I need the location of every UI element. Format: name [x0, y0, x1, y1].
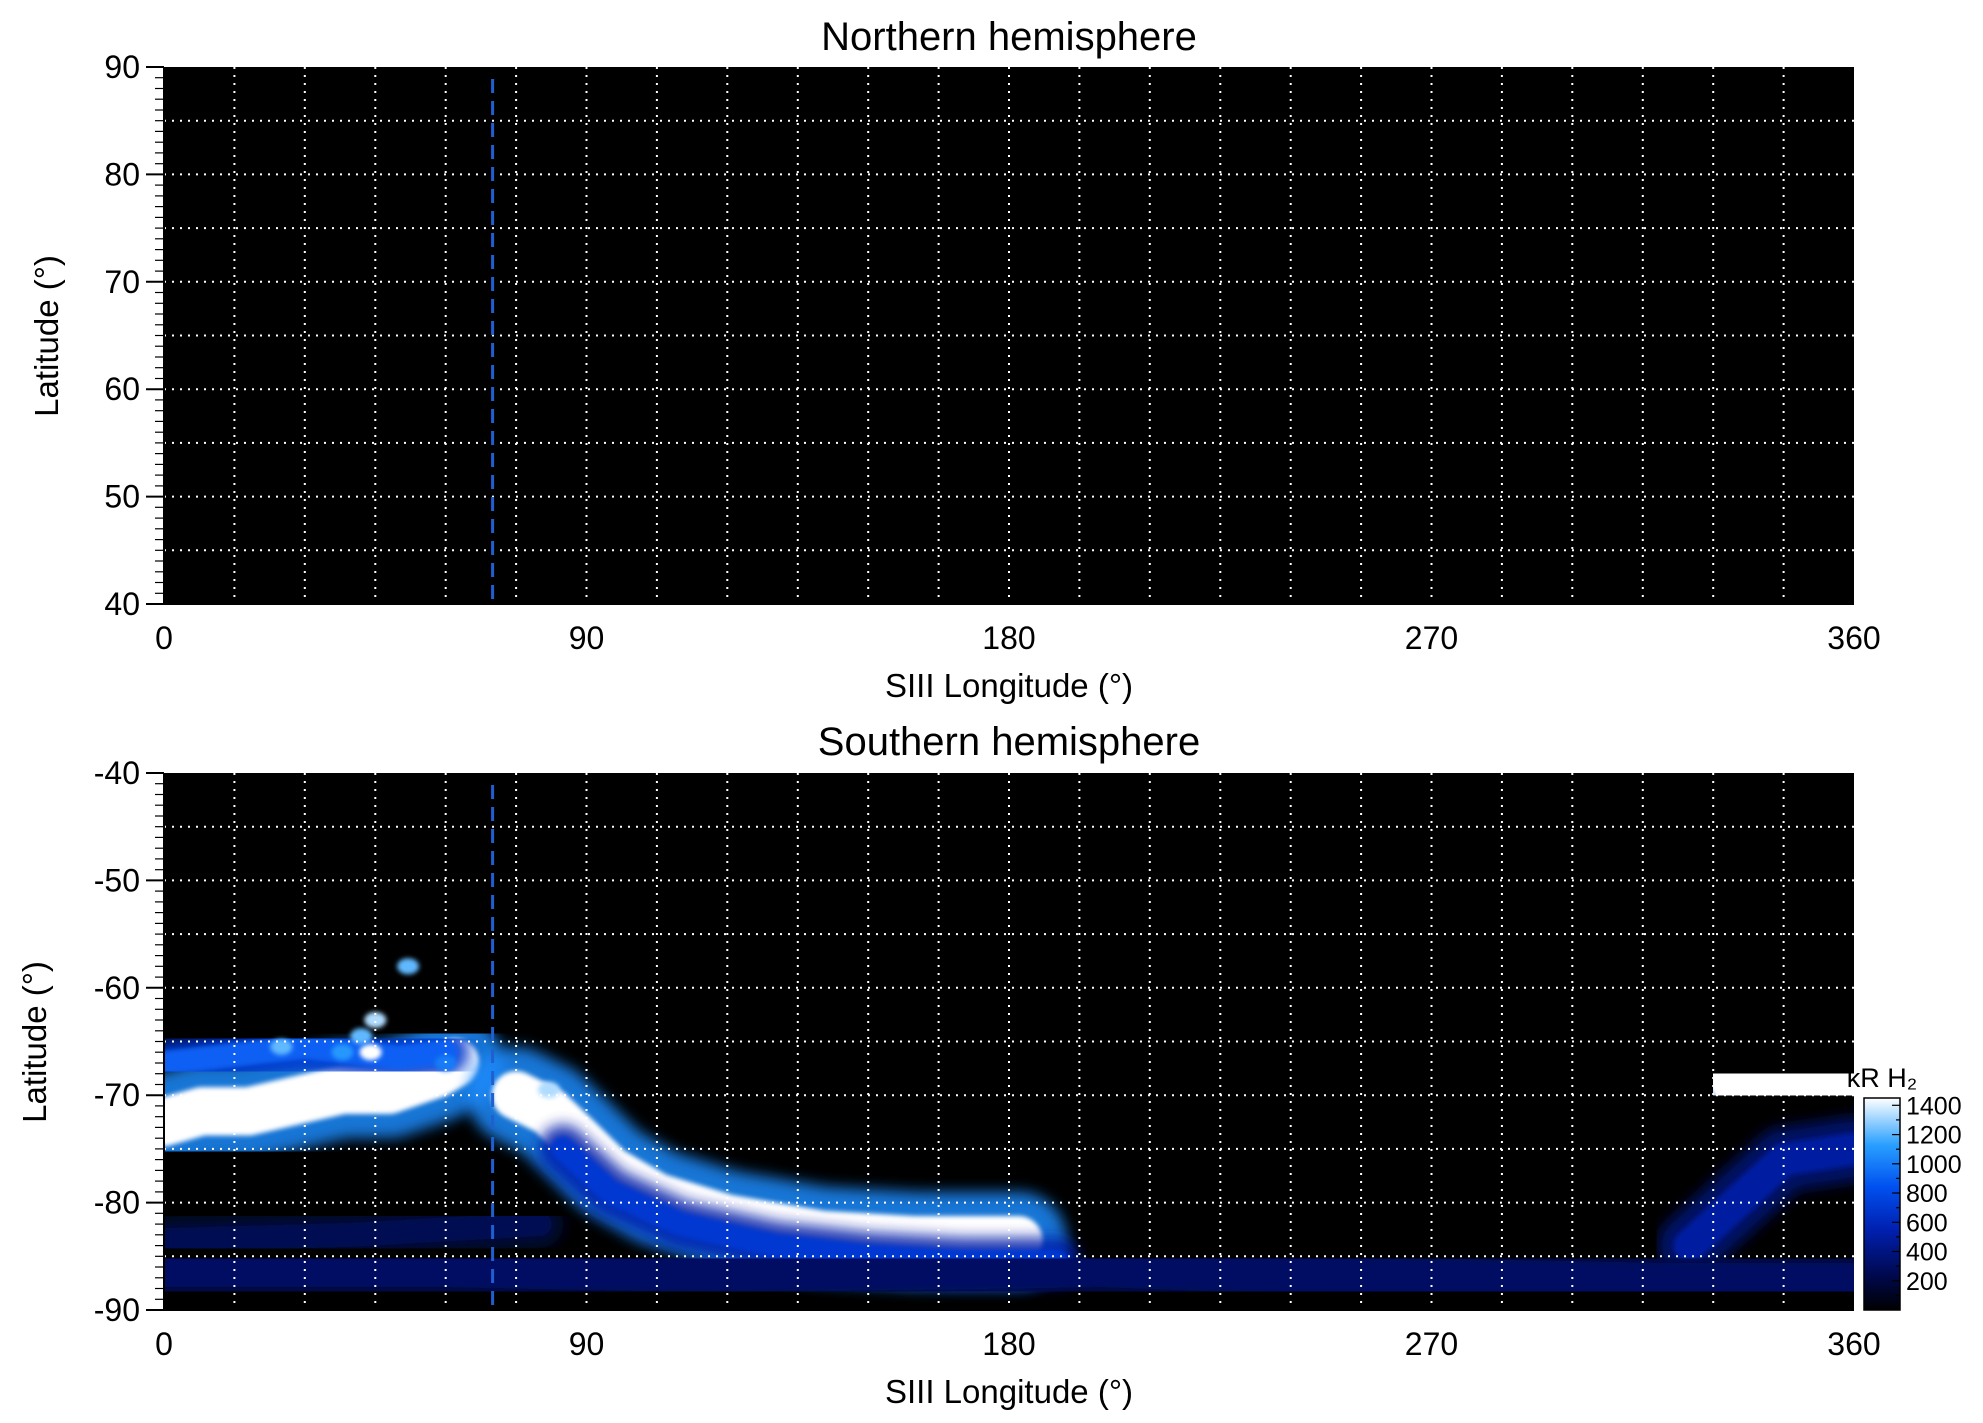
north-x-axis-label: SIII Longitude (°) [885, 667, 1133, 704]
colorbar-tick-label: 200 [1906, 1268, 1948, 1296]
north-axes: 40 50 60 70 80 90 0 90 180 270 360 [104, 49, 1880, 656]
south-auroral-emission [164, 958, 1854, 1310]
y-tick-label: 40 [104, 586, 140, 622]
y-tick-label: -40 [94, 755, 140, 791]
x-tick-label: 360 [1827, 1326, 1880, 1362]
x-tick-label: 270 [1405, 1326, 1458, 1362]
x-tick-label: 180 [982, 620, 1035, 656]
y-tick-label: -50 [94, 862, 140, 898]
y-tick-label: -90 [94, 1292, 140, 1328]
north-panel: Northern hemisphere 40 50 60 70 80 90 0 90 180 27… [28, 15, 1881, 704]
x-tick-label: 180 [982, 1326, 1035, 1362]
x-tick-label: 0 [155, 620, 173, 656]
north-title: Northern hemisphere [821, 15, 1197, 59]
south-axes: -90 -80 -70 -60 -50 -40 0 90 180 270 360 [94, 755, 1881, 1362]
y-tick-label: 90 [104, 49, 140, 85]
emission-band [1673, 1132, 1854, 1262]
south-x-axis-label: SIII Longitude (°) [885, 1373, 1133, 1410]
emission-spot [397, 958, 420, 975]
y-tick-label: 80 [104, 156, 140, 192]
colorbar-tick-label: 400 [1906, 1239, 1948, 1267]
y-tick-label: 50 [104, 479, 140, 515]
emission-band [164, 1211, 552, 1253]
north-grid [164, 67, 1854, 604]
south-grid [164, 773, 1854, 1310]
x-tick-label: 360 [1827, 620, 1880, 656]
x-tick-label: 0 [155, 1326, 173, 1362]
y-tick-label: -60 [94, 970, 140, 1006]
y-tick-label: 60 [104, 371, 140, 407]
south-panel: Southern hemisphere -90 -80 -70 -60 -50 -40 0 9… [16, 720, 1881, 1410]
emission-spot [364, 1012, 387, 1028]
emission-spot [270, 1038, 293, 1055]
colorbar-tick-label: 600 [1906, 1209, 1948, 1237]
colorbar-tick-label: 1000 [1906, 1151, 1962, 1179]
x-tick-label: 270 [1405, 620, 1458, 656]
south-title: Southern hemisphere [818, 720, 1200, 764]
emission-band [1708, 1050, 1854, 1119]
colorbar-gradient [1863, 1097, 1901, 1311]
north-y-axis-label: Latitude (°) [28, 255, 65, 417]
emission-spot [537, 1081, 560, 1098]
y-tick-label: -80 [94, 1185, 140, 1221]
emission-spot [350, 1028, 373, 1045]
x-tick-label: 90 [569, 1326, 605, 1362]
emission-spot [359, 1044, 382, 1061]
y-tick-label: -70 [94, 1077, 140, 1113]
emission-spot [331, 1044, 354, 1061]
colorbar-tick-label: 1400 [1906, 1092, 1962, 1120]
colorbar-tick-label: 800 [1906, 1180, 1948, 1208]
y-tick-label: 70 [104, 264, 140, 300]
colorbar-tick-label: 1200 [1906, 1122, 1962, 1150]
south-y-axis-label: Latitude (°) [16, 961, 53, 1123]
emission-band [164, 1246, 1854, 1304]
x-tick-label: 90 [569, 620, 605, 656]
colorbar-label: kR H₂ [1847, 1063, 1917, 1093]
